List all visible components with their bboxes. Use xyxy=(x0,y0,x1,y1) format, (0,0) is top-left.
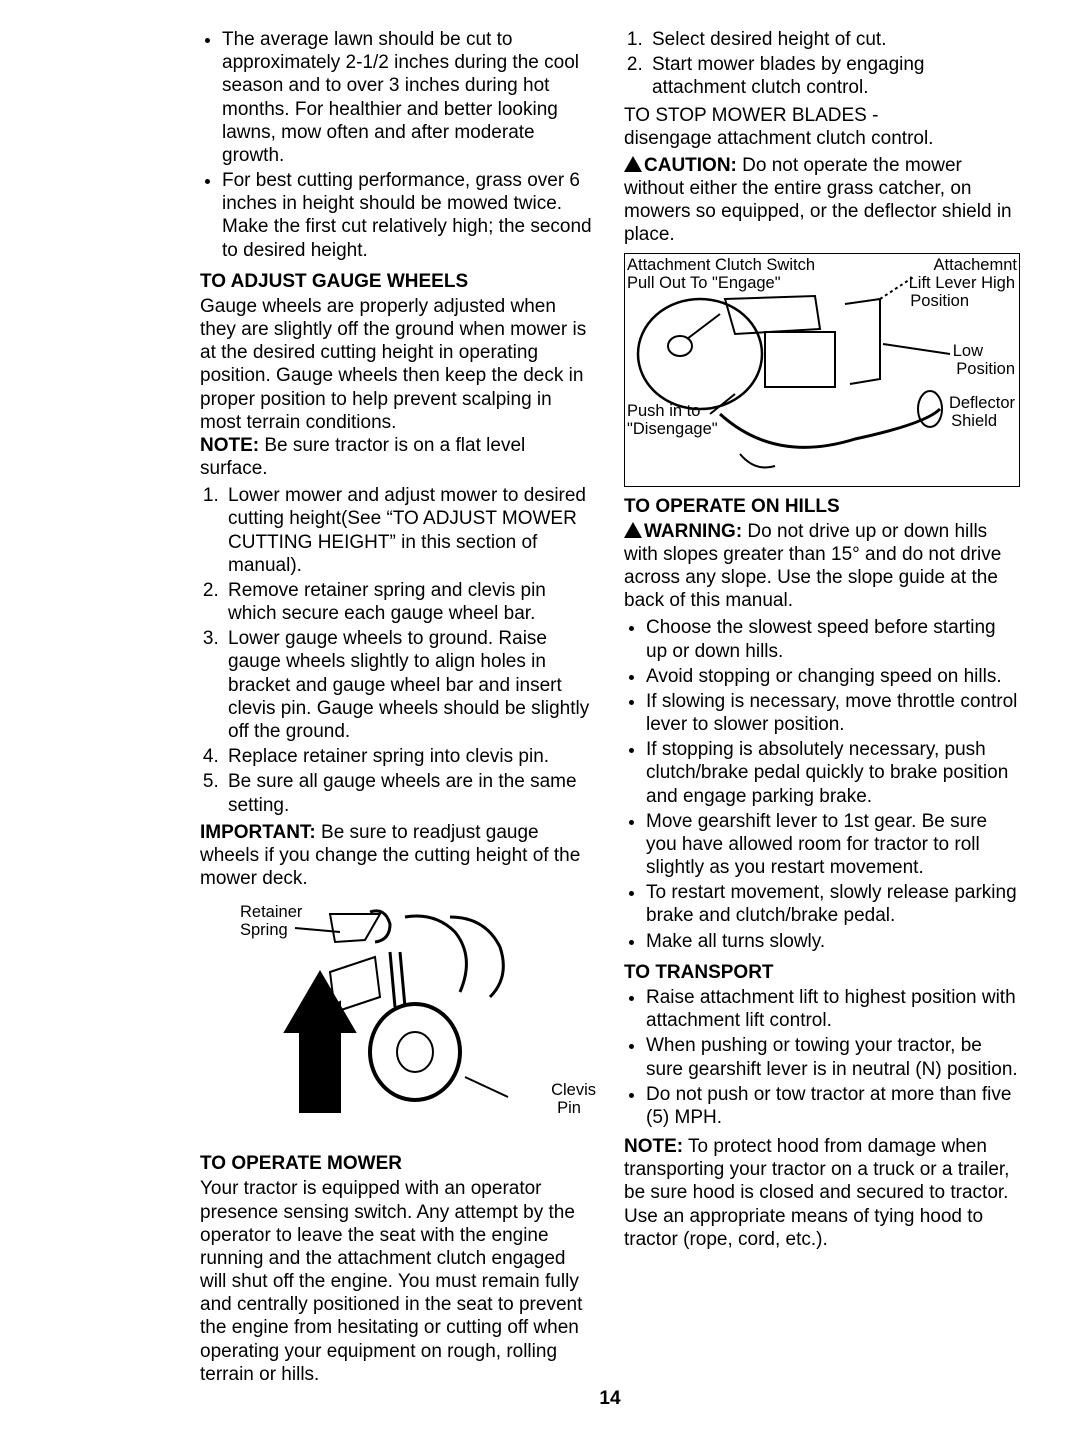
fig-label-spring: Spring xyxy=(240,920,288,940)
gauge-step: Lower mower and adjust mower to desired … xyxy=(224,484,596,577)
transport-bullet: Do not push or tow tractor at more than … xyxy=(646,1083,1020,1129)
operate-mower-heading: TO OPERATE MOWER xyxy=(200,1152,596,1175)
hills-bullet: If stopping is absolutely necessary, pus… xyxy=(646,738,1020,808)
clutch-switch-figure: Attachment Clutch Switch Pull Out To "En… xyxy=(624,253,1020,487)
hills-bullet: Avoid stopping or changing speed on hill… xyxy=(646,665,1020,688)
stop-line: TO STOP MOWER BLADES - xyxy=(624,105,878,126)
transport-note-label: NOTE: xyxy=(624,1136,683,1157)
gauge-step: Lower gauge wheels to ground. Raise gaug… xyxy=(224,627,596,743)
warning-label: WARNING: xyxy=(644,521,742,542)
gauge-wheels-paragraph: Gauge wheels are properly adjusted when … xyxy=(200,295,596,480)
intro-bullet: For best cutting performance, grass over… xyxy=(222,169,596,262)
gauge-step: Replace retainer spring into clevis pin. xyxy=(224,745,596,768)
stop-blades-paragraph: TO STOP MOWER BLADES - disengage attachm… xyxy=(624,104,1020,150)
right-column: Select desired height of cut. Start mowe… xyxy=(624,28,1020,1390)
caution-triangle-icon xyxy=(624,156,642,172)
gauge-steps-list: Lower mower and adjust mower to desired … xyxy=(200,484,596,816)
transport-bullet-list: Raise attachment lift to highest positio… xyxy=(624,986,1020,1129)
start-steps-list: Select desired height of cut. Start mowe… xyxy=(624,28,1020,100)
important-paragraph: IMPORTANT: Be sure to readjust gauge whe… xyxy=(200,821,596,891)
stop-line: disengage attachment clutch control. xyxy=(624,128,933,149)
hills-bullet: Choose the slowest speed before starting… xyxy=(646,616,1020,662)
warning-triangle-icon xyxy=(624,522,642,538)
caution-label: CAUTION: xyxy=(644,155,737,176)
hills-heading: TO OPERATE ON HILLS xyxy=(624,495,1020,518)
two-column-layout: The average lawn should be cut to approx… xyxy=(200,28,1020,1390)
transport-note-paragraph: NOTE: To protect hood from damage when t… xyxy=(624,1135,1020,1251)
caution-paragraph: CAUTION: Do not operate the mower withou… xyxy=(624,154,1020,247)
operate-mower-paragraph: Your tractor is equipped with an operato… xyxy=(200,1177,596,1386)
page-number: 14 xyxy=(200,1388,1020,1410)
hills-bullet: If slowing is necessary, move throttle c… xyxy=(646,690,1020,736)
hills-bullet: Move gearshift lever to 1st gear. Be sur… xyxy=(646,810,1020,880)
intro-bullet: The average lawn should be cut to approx… xyxy=(222,28,596,167)
transport-bullet: Raise attachment lift to highest positio… xyxy=(646,986,1020,1032)
gauge-wheels-text: Gauge wheels are properly adjusted when … xyxy=(200,296,586,433)
intro-bullet-list: The average lawn should be cut to approx… xyxy=(200,28,596,262)
transport-heading: TO TRANSPORT xyxy=(624,961,1020,984)
hills-bullet-list: Choose the slowest speed before starting… xyxy=(624,616,1020,952)
important-label: IMPORTANT: xyxy=(200,822,316,843)
start-step: Start mower blades by engaging attachmen… xyxy=(648,53,1020,99)
note-label: NOTE: xyxy=(200,435,259,456)
gauge-step: Remove retainer spring and clevis pin wh… xyxy=(224,579,596,625)
warning-paragraph: WARNING: Do not drive up or down hills w… xyxy=(624,520,1020,613)
gauge-wheel-figure: Retainer Spring Clevis Pin xyxy=(240,902,596,1142)
clutch-switch-illustration-icon xyxy=(625,254,1005,474)
left-column: The average lawn should be cut to approx… xyxy=(200,28,596,1390)
start-step: Select desired height of cut. xyxy=(648,28,1020,51)
hills-bullet: Make all turns slowly. xyxy=(646,930,1020,953)
fig-label-pin: Pin xyxy=(557,1098,581,1118)
manual-page: The average lawn should be cut to approx… xyxy=(0,0,1080,1440)
gauge-wheels-heading: TO ADJUST GAUGE WHEELS xyxy=(200,270,596,293)
gauge-step: Be sure all gauge wheels are in the same… xyxy=(224,770,596,816)
transport-bullet: When pushing or towing your tractor, be … xyxy=(646,1034,1020,1080)
hills-bullet: To restart movement, slowly release park… xyxy=(646,881,1020,927)
